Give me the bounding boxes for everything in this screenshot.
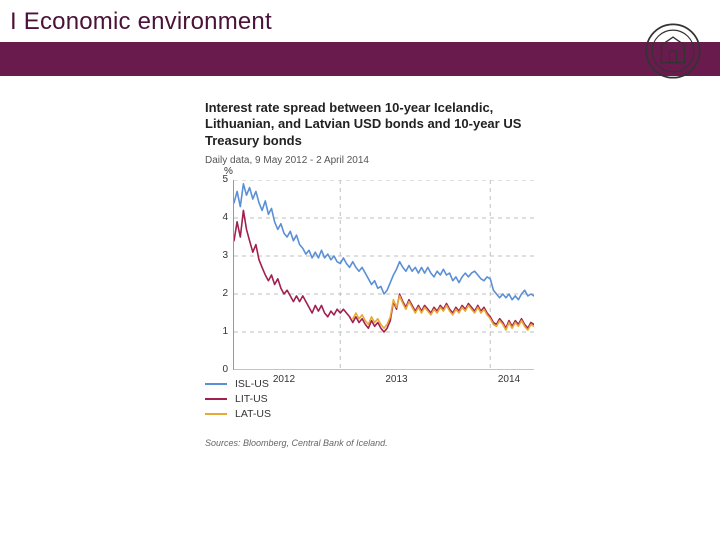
x-tick-label: 2012: [273, 374, 295, 385]
y-tick-label: 2: [212, 288, 228, 299]
y-tick-label: 3: [212, 250, 228, 261]
y-tick-label: 5: [212, 174, 228, 185]
legend-swatch: [205, 383, 227, 385]
legend-label: LAT-US: [235, 408, 271, 420]
legend: ISL-US LIT-US LAT-US: [205, 378, 545, 420]
legend-item: LAT-US: [205, 408, 545, 420]
y-tick-label: 4: [212, 212, 228, 223]
chart-subtitle: Daily data, 9 May 2012 - 2 April 2014: [205, 155, 545, 166]
legend-swatch: [205, 398, 227, 400]
chart-title: Interest rate spread between 10-year Ice…: [205, 100, 545, 149]
seal-icon: [644, 22, 702, 80]
x-tick-label: 2013: [385, 374, 407, 385]
y-tick-label: 1: [212, 326, 228, 337]
chart-svg: [234, 180, 534, 370]
chart-container: Interest rate spread between 10-year Ice…: [205, 100, 545, 448]
legend-swatch: [205, 413, 227, 415]
x-tick-label: 2014: [498, 374, 520, 385]
legend-label: ISL-US: [235, 378, 269, 390]
legend-item: ISL-US: [205, 378, 545, 390]
chart-sources: Sources: Bloomberg, Central Bank of Icel…: [205, 438, 545, 448]
page-title: I Economic environment: [10, 8, 272, 35]
header-band: [0, 42, 720, 76]
y-tick-label: 0: [212, 364, 228, 375]
legend-label: LIT-US: [235, 393, 268, 405]
legend-item: LIT-US: [205, 393, 545, 405]
chart-plot: % 012345 201220132014: [233, 180, 533, 370]
